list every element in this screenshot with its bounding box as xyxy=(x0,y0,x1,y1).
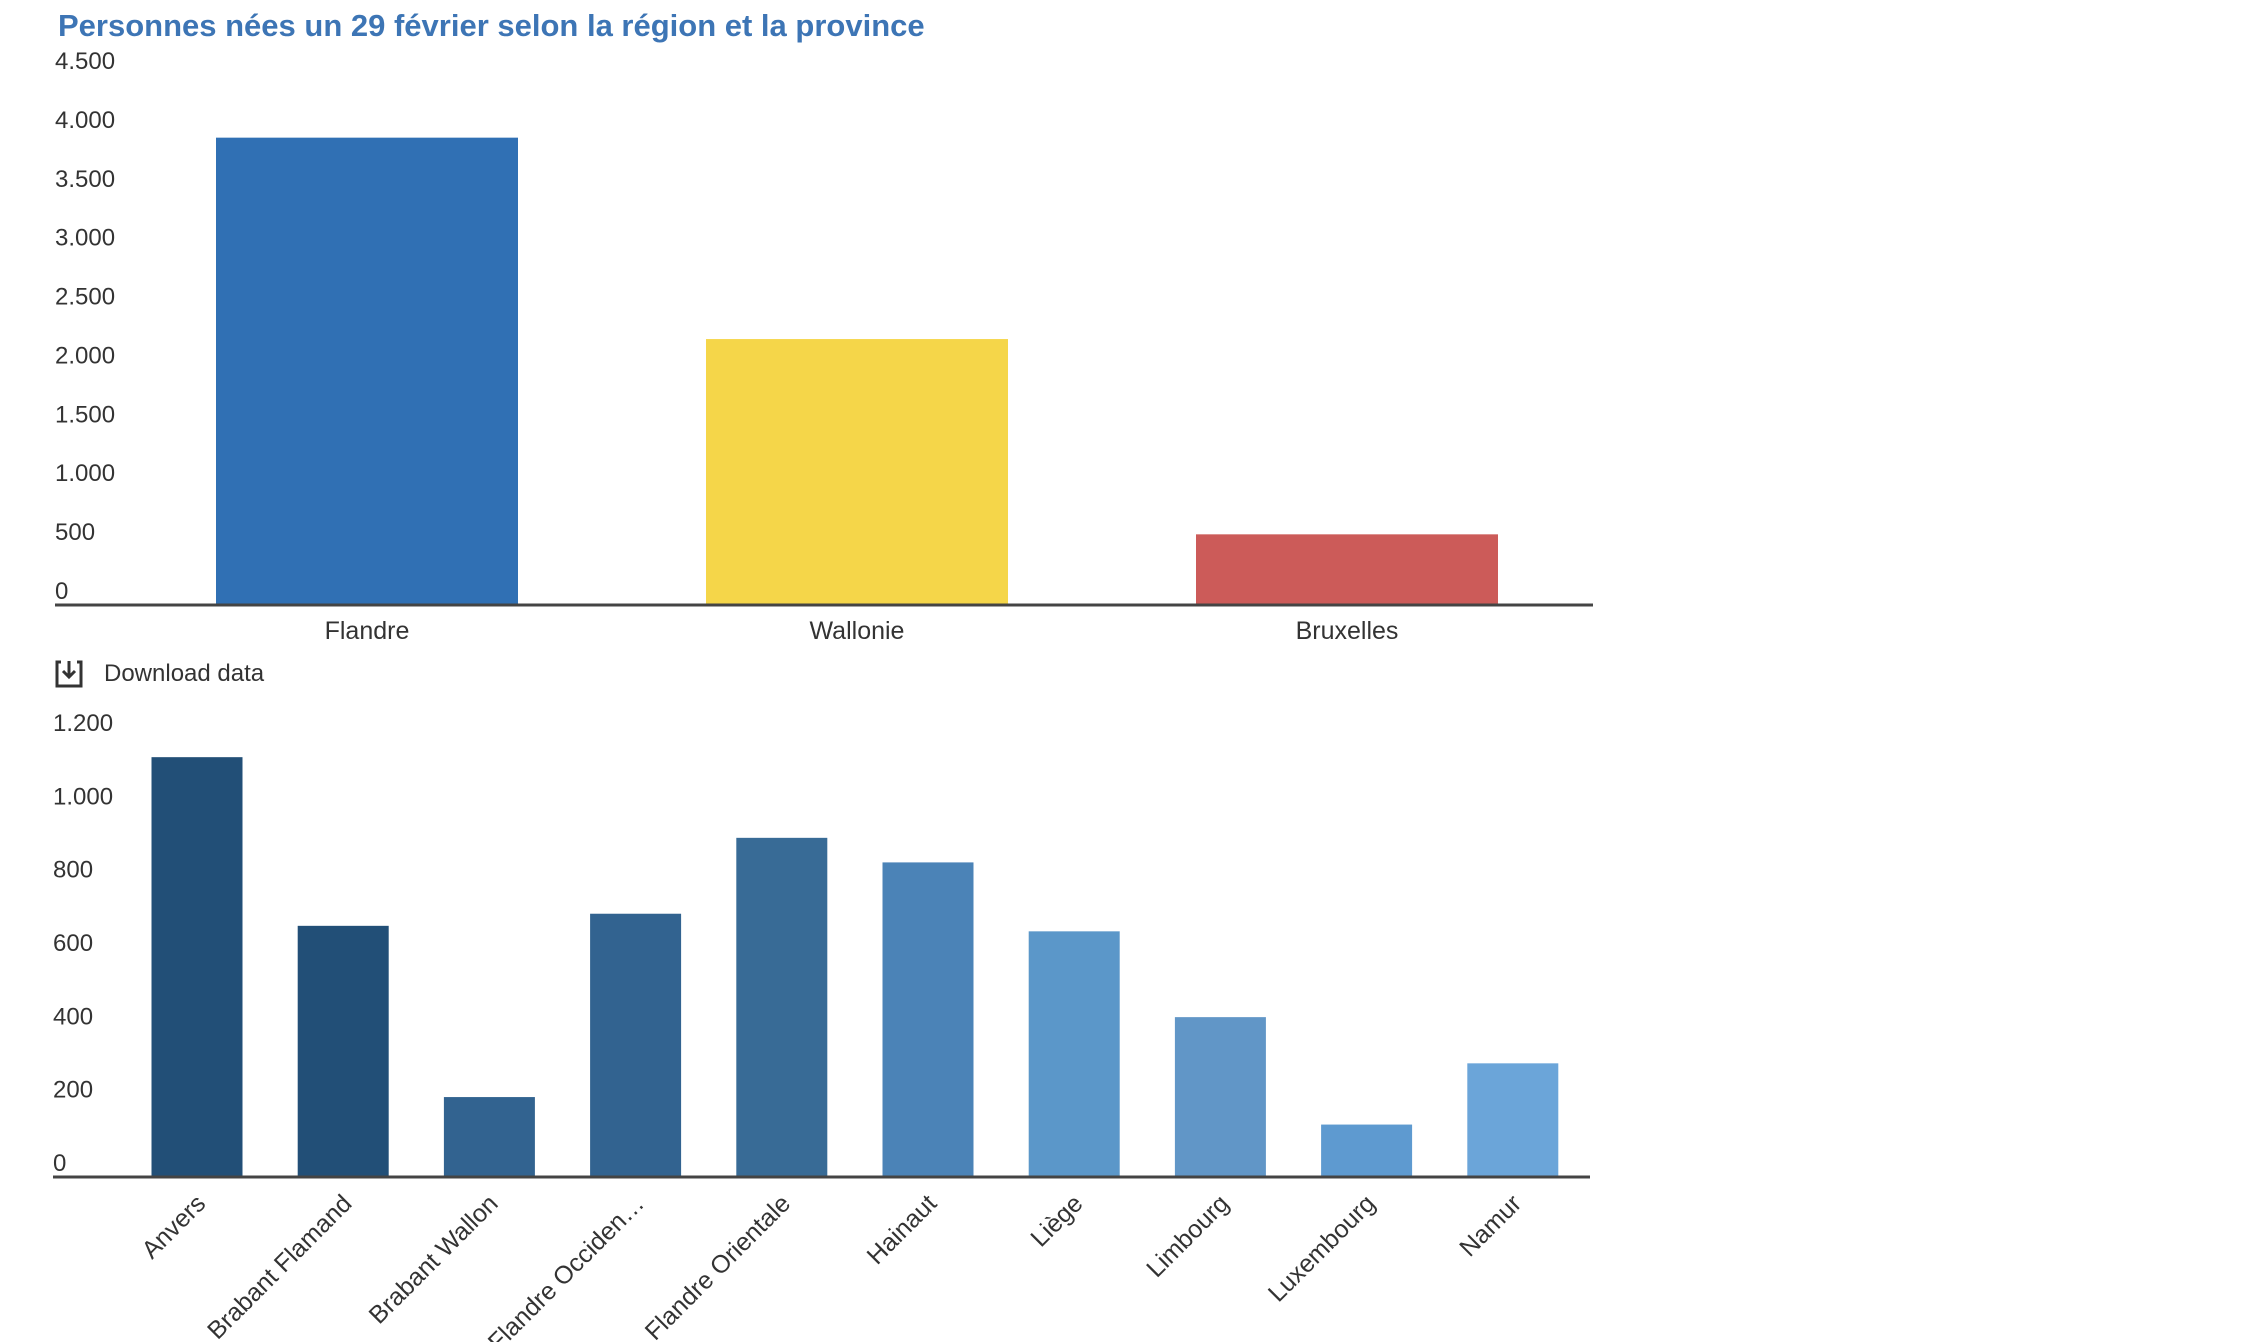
bar[interactable] xyxy=(216,137,518,605)
bar[interactable] xyxy=(706,339,1008,605)
x-tick-label: Hainaut xyxy=(862,1189,943,1270)
x-tick-label: Flandre Orientale xyxy=(640,1189,796,1342)
bar[interactable] xyxy=(1321,1124,1413,1177)
y-tick-label: 600 xyxy=(53,930,93,957)
bar[interactable] xyxy=(736,837,828,1177)
x-tick-label: Namur xyxy=(1454,1189,1527,1262)
y-tick-label: 2.000 xyxy=(55,342,115,369)
y-tick-label: 0 xyxy=(53,1150,66,1177)
y-tick-label: 3.000 xyxy=(55,225,115,252)
y-tick-label: 2.500 xyxy=(55,284,115,311)
x-tick-label: Flandre Occiden… xyxy=(483,1189,650,1342)
x-tick-label: Limbourg xyxy=(1141,1189,1235,1283)
y-tick-label: 500 xyxy=(55,519,95,546)
bar[interactable] xyxy=(297,925,389,1177)
bar[interactable] xyxy=(1028,931,1120,1177)
y-tick-label: 1.000 xyxy=(55,460,115,487)
download-data-button[interactable]: Download data xyxy=(52,657,264,691)
region-bar-chart: 0 500 1.000 1.500 2.000 2.500 3.000 3.500 4.000 4… xyxy=(55,48,1593,645)
y-tick-label: 0 xyxy=(55,578,68,605)
y-tick-label: 4.500 xyxy=(55,48,115,75)
x-tick-label: Bruxelles xyxy=(1296,617,1399,645)
y-tick-label: 3.500 xyxy=(55,166,115,193)
bar[interactable] xyxy=(1467,1063,1559,1177)
y-tick-label: 800 xyxy=(53,857,93,884)
x-tick-label: Flandre xyxy=(325,617,410,645)
y-tick-label: 400 xyxy=(53,1003,93,1030)
y-tick-label: 1.200 xyxy=(53,710,113,737)
x-tick-label: Anvers xyxy=(136,1189,211,1264)
x-tick-label: Brabant Wallon xyxy=(364,1189,504,1329)
download-data-label: Download data xyxy=(104,660,265,687)
chart-title: Personnes nées un 29 février selon la ré… xyxy=(58,8,925,43)
download-icon xyxy=(55,660,83,688)
bar[interactable] xyxy=(151,757,243,1177)
y-tick-label: 1.000 xyxy=(53,783,113,810)
y-tick-label: 4.000 xyxy=(55,107,115,134)
bar[interactable] xyxy=(1196,534,1498,605)
x-tick-label: Liège xyxy=(1025,1189,1088,1252)
bar[interactable] xyxy=(1174,1017,1266,1177)
y-tick-label: 1.500 xyxy=(55,401,115,428)
bar[interactable] xyxy=(443,1097,535,1177)
y-tick-label: 200 xyxy=(53,1077,93,1104)
x-tick-label: Luxembourg xyxy=(1263,1189,1381,1307)
bar[interactable] xyxy=(882,862,974,1177)
x-tick-label: Wallonie xyxy=(810,617,905,645)
x-tick-label: Brabant Flamand xyxy=(202,1189,357,1342)
bar[interactable] xyxy=(590,913,682,1177)
